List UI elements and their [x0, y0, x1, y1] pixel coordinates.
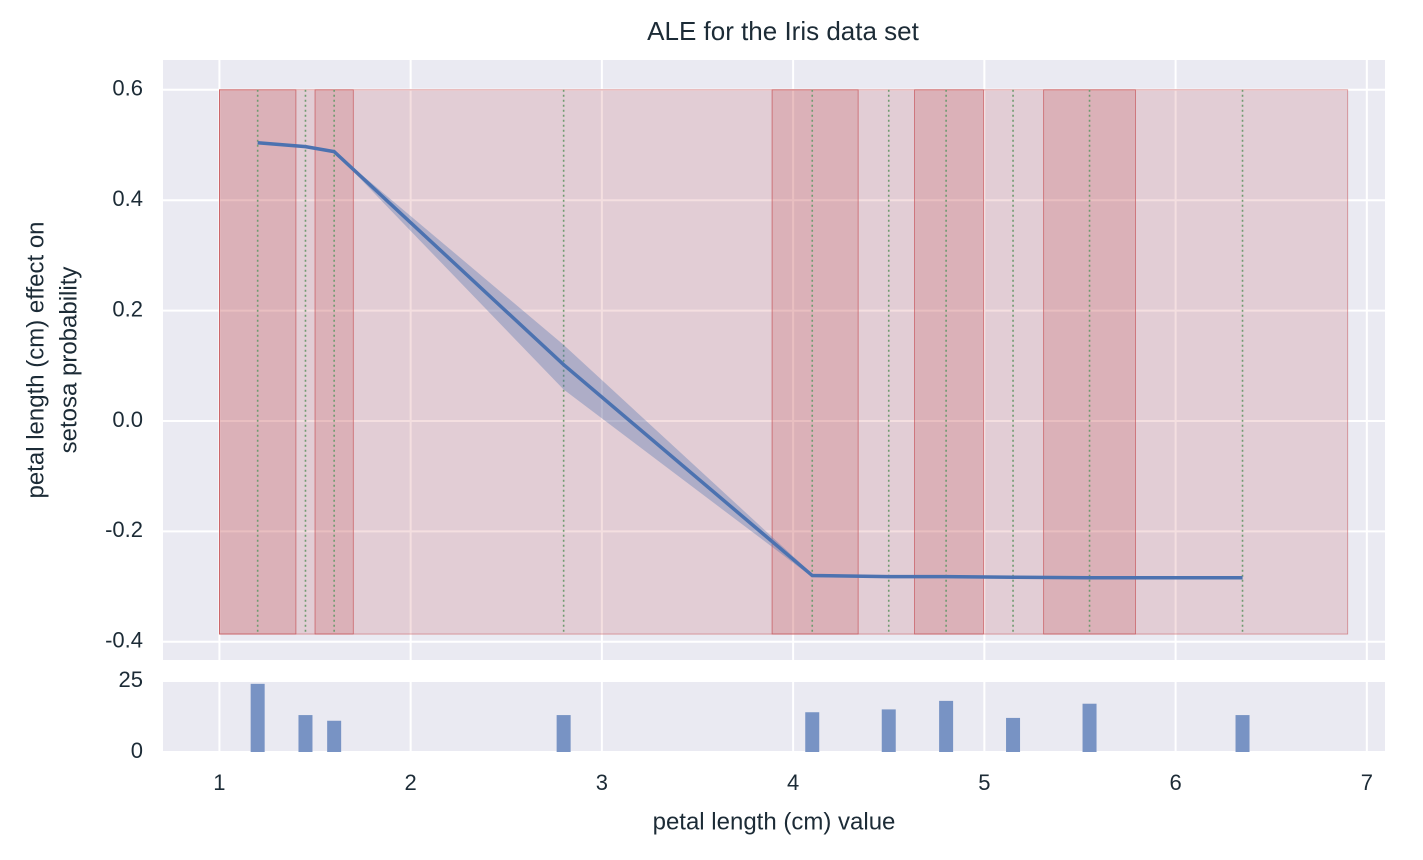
y-tick-label: 0.6: [112, 76, 143, 101]
y-tick-label: 0: [131, 738, 143, 763]
y-axis-label: setosa probability: [55, 267, 82, 454]
y-tick-label: 0.0: [112, 407, 143, 432]
histogram-bar: [1006, 717, 1021, 752]
histogram-bar: [1235, 715, 1250, 752]
histogram-bar: [1082, 703, 1097, 752]
x-tick-label: 2: [405, 770, 417, 795]
quantile-interval: [314, 89, 354, 635]
y-tick-label: 0.2: [112, 296, 143, 321]
plot-area: [163, 680, 1385, 752]
y-tick-label: 25: [119, 667, 143, 692]
y-tick-label: 0.4: [112, 186, 143, 211]
histogram-bar: [327, 720, 342, 752]
quantile-span: [219, 89, 1349, 635]
x-tick-label: 1: [213, 770, 225, 795]
x-tick-label: 3: [596, 770, 608, 795]
histogram-bar: [881, 709, 896, 752]
histogram-bar: [556, 715, 571, 752]
y-axis-label: petal length (cm) effect on: [22, 221, 49, 498]
histogram-bar: [805, 712, 820, 752]
y-tick-label: -0.4: [105, 628, 143, 653]
x-axis-label: petal length (cm) value: [653, 808, 896, 835]
x-tick-label: 4: [787, 770, 799, 795]
ale-line: [257, 141, 1243, 580]
x-tick-label: 6: [1169, 770, 1181, 795]
x-tick-label: 5: [978, 770, 990, 795]
chart-title: ALE for the Iris data set: [647, 16, 919, 46]
plot-area: [163, 60, 1385, 660]
y-tick-label: -0.2: [105, 517, 143, 542]
histogram-bar: [250, 683, 265, 752]
histogram-bar: [939, 700, 954, 752]
quantile-interval: [771, 89, 859, 635]
histogram-bar: [298, 715, 313, 752]
x-tick-label: 7: [1361, 770, 1373, 795]
quantile-interval: [914, 89, 984, 635]
